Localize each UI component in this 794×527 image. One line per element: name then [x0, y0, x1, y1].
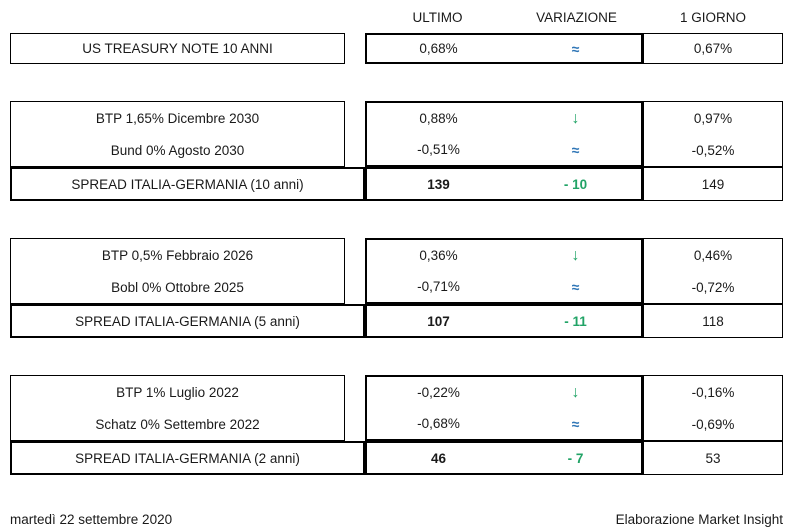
ultimo-value: 0,68% [419, 41, 458, 56]
spread-values-box: 139 - 10 [365, 167, 643, 201]
report-date: martedì 22 settembre 2020 [10, 512, 173, 527]
spread-giorno-value: 149 [643, 167, 783, 201]
approx-equal-icon: ≈ [571, 141, 580, 158]
value-row: -0,22% ↓ [367, 377, 641, 408]
ultimo-value: -0,71% [417, 279, 460, 294]
giorno-value: -0,69% [691, 416, 735, 432]
variazione-cell: ≈ [510, 134, 641, 165]
spread-ultimo-value: 46 [430, 450, 447, 466]
ultimo-value: -0,68% [417, 416, 460, 431]
values-box: -0,22% ↓ -0,68% ≈ [365, 375, 643, 441]
values-box: 0,36% ↓ -0,71% ≈ [365, 238, 643, 304]
giorno-value: -0,72% [691, 279, 735, 295]
value-row: 0,88% ↓ [367, 103, 641, 134]
spread-label: SPREAD ITALIA-GERMANIA (10 anni) [10, 167, 365, 201]
bond-table-group-10-anni: BTP 1,65% Dicembre 2030 Bund 0% Agosto 2… [10, 101, 783, 201]
bond-rows: BTP 0,5% Febbraio 2026 Bobl 0% Ottobre 2… [10, 238, 783, 304]
spread-label: SPREAD ITALIA-GERMANIA (5 anni) [10, 304, 365, 338]
value-row: -0,51% ≈ [367, 134, 641, 165]
spread-row: SPREAD ITALIA-GERMANIA (2 anni) 46 - 7 5… [10, 441, 783, 475]
bond-label-box: US TREASURY NOTE 10 ANNI [10, 33, 345, 64]
variazione-cell: ≈ [510, 408, 641, 439]
approx-equal-icon: ≈ [571, 40, 580, 57]
down-arrow-icon: ↓ [571, 246, 580, 264]
approx-equal-icon: ≈ [571, 278, 580, 295]
spread-ultimo-value: 107 [427, 313, 450, 329]
spread-change-value: - 7 [567, 450, 584, 466]
spread-change-value: - 11 [564, 313, 587, 329]
variazione-cell: ≈ [510, 35, 641, 62]
bond-rows: BTP 1,65% Dicembre 2030 Bund 0% Agosto 2… [10, 101, 783, 167]
bond-label: BTP 0,5% Febbraio 2026 [101, 247, 254, 263]
bond-table-group-us-treasury: US TREASURY NOTE 10 ANNI 0,68% ≈ 0,67% [10, 33, 783, 64]
bond-rows: BTP 1% Luglio 2022 Schatz 0% Settembre 2… [10, 375, 783, 441]
report-source: Elaborazione Market Insight [615, 512, 783, 527]
value-row: 0,36% ↓ [367, 240, 641, 271]
value-row: -0,68% ≈ [367, 408, 641, 439]
giorno-value: 0,67% [693, 41, 733, 56]
column-header-ultimo: ULTIMO [412, 9, 463, 25]
ultimo-value: -0,51% [417, 142, 460, 157]
spread-giorno-value: 53 [643, 441, 783, 475]
giorno-box: 0,97% -0,52% [643, 101, 783, 167]
giorno-value: -0,52% [691, 142, 735, 158]
bond-label: BTP 1% Luglio 2022 [116, 384, 239, 400]
giorno-value: 0,46% [693, 247, 733, 263]
approx-equal-icon: ≈ [571, 415, 580, 432]
bond-table-group-2-anni: BTP 1% Luglio 2022 Schatz 0% Settembre 2… [10, 375, 783, 475]
bond-label-box: BTP 1,65% Dicembre 2030 Bund 0% Agosto 2… [10, 101, 345, 167]
bond-rows: US TREASURY NOTE 10 ANNI 0,68% ≈ 0,67% [10, 33, 783, 64]
column-header-1-giorno: 1 GIORNO [679, 9, 746, 25]
ultimo-value: 0,88% [419, 111, 458, 126]
values-box: 0,88% ↓ -0,51% ≈ [365, 101, 643, 167]
bond-label: Schatz 0% Settembre 2022 [95, 416, 260, 432]
bond-label-box: BTP 1% Luglio 2022 Schatz 0% Settembre 2… [10, 375, 345, 441]
spread-label: SPREAD ITALIA-GERMANIA (2 anni) [10, 441, 365, 475]
giorno-value: 0,97% [693, 110, 733, 126]
report-footer: martedì 22 settembre 2020 Elaborazione M… [10, 512, 783, 527]
giorno-box: 0,67% [643, 33, 783, 64]
column-headers: ULTIMO VARIAZIONE 1 GIORNO [10, 8, 783, 26]
spread-giorno-value: 118 [643, 304, 783, 338]
column-header-variazione: VARIAZIONE [536, 9, 617, 25]
ultimo-value: 0,36% [419, 248, 458, 263]
giorno-box: -0,16% -0,69% [643, 375, 783, 441]
bond-table-group-5-anni: BTP 0,5% Febbraio 2026 Bobl 0% Ottobre 2… [10, 238, 783, 338]
bond-label: US TREASURY NOTE 10 ANNI [82, 41, 273, 56]
variazione-cell: ≈ [510, 271, 641, 302]
spread-row: SPREAD ITALIA-GERMANIA (10 anni) 139 - 1… [10, 167, 783, 201]
bond-label: Bobl 0% Ottobre 2025 [111, 279, 244, 295]
spread-values-box: 107 - 11 [365, 304, 643, 338]
down-arrow-icon: ↓ [571, 383, 580, 401]
giorno-box: 0,46% -0,72% [643, 238, 783, 304]
spread-row: SPREAD ITALIA-GERMANIA (5 anni) 107 - 11… [10, 304, 783, 338]
bond-label: Bund 0% Agosto 2030 [110, 142, 245, 158]
variazione-cell: ↓ [510, 240, 641, 271]
down-arrow-icon: ↓ [571, 109, 580, 127]
spread-ultimo-value: 139 [427, 176, 450, 192]
spread-values-box: 46 - 7 [365, 441, 643, 475]
variazione-cell: ↓ [510, 103, 641, 134]
value-row: -0,71% ≈ [367, 271, 641, 302]
values-box: 0,68% ≈ [365, 33, 643, 64]
giorno-value: -0,16% [691, 384, 735, 400]
ultimo-value: -0,22% [417, 385, 460, 400]
spread-change-value: - 10 [563, 176, 588, 192]
bond-label-box: BTP 0,5% Febbraio 2026 Bobl 0% Ottobre 2… [10, 238, 345, 304]
value-row: 0,68% ≈ [367, 35, 641, 62]
variazione-cell: ↓ [510, 377, 641, 408]
bond-label: BTP 1,65% Dicembre 2030 [95, 110, 260, 126]
